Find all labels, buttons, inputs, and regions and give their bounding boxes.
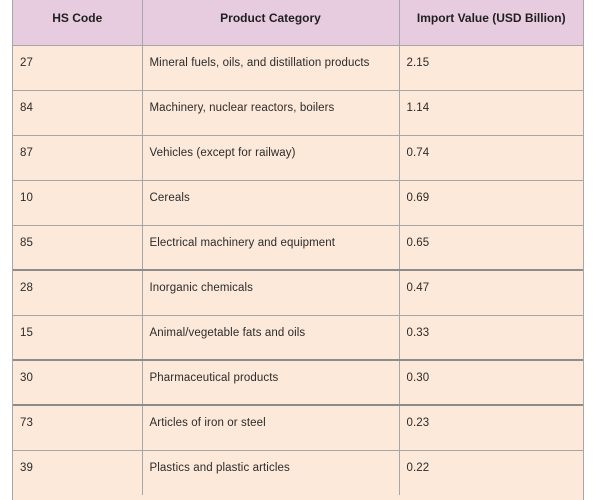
import-value-cell: 0.23 bbox=[399, 405, 583, 451]
header-import-value: Import Value (USD Billion) bbox=[399, 0, 583, 46]
table-row: 28 Inorganic chemicals 0.47 bbox=[13, 270, 583, 316]
table-row: 10 Cereals 0.69 bbox=[13, 180, 583, 226]
header-product-category: Product Category bbox=[142, 0, 400, 46]
table-body: 27 Mineral fuels, oils, and distillation … bbox=[13, 45, 583, 495]
table-row: 30 Pharmaceutical products 0.30 bbox=[13, 360, 583, 406]
product-category-cell: Animal/vegetable fats and oils bbox=[142, 315, 400, 361]
import-value-cell: 0.69 bbox=[399, 180, 583, 226]
product-category-cell: Vehicles (except for railway) bbox=[142, 135, 400, 181]
table-row: 27 Mineral fuels, oils, and distillation … bbox=[13, 45, 583, 91]
hs-code-cell: 30 bbox=[13, 360, 143, 406]
header-row: HS Code Product Category Import Value (U… bbox=[13, 0, 583, 46]
import-value-cell: 2.15 bbox=[399, 45, 583, 91]
hs-code-cell: 84 bbox=[13, 90, 143, 136]
header-hs-code: HS Code bbox=[13, 0, 143, 46]
product-category-cell: Cereals bbox=[142, 180, 400, 226]
import-table: HS Code Product Category Import Value (U… bbox=[13, 0, 583, 495]
hs-code-cell: 15 bbox=[13, 315, 143, 361]
table-row: 73 Articles of iron or steel 0.23 bbox=[13, 405, 583, 451]
product-category-cell: Pharmaceutical products bbox=[142, 360, 400, 406]
import-value-cell: 0.22 bbox=[406, 461, 430, 474]
product-category-cell: Articles of iron or steel bbox=[142, 405, 400, 451]
table-row: 87 Vehicles (except for railway) 0.74 bbox=[13, 135, 583, 181]
hs-code-cell: 87 bbox=[13, 135, 143, 181]
hs-code-cell: 39 bbox=[13, 450, 143, 495]
import-value-cell: 0.30 bbox=[399, 360, 583, 406]
hs-code-cell: 73 bbox=[13, 405, 143, 451]
hs-code-cell: 85 bbox=[13, 225, 143, 271]
product-category-cell: Machinery, nuclear reactors, boilers bbox=[142, 90, 400, 136]
import-value-cell: 0.74 bbox=[399, 135, 583, 181]
import-value-cell: 0.33 bbox=[399, 315, 583, 361]
table-row: 84 Machinery, nuclear reactors, boilers 1.… bbox=[13, 90, 583, 136]
import-value-cell: 0.47 bbox=[399, 270, 583, 316]
product-category-cell: Electrical machinery and equipment bbox=[142, 225, 400, 271]
hs-code-cell: 28 bbox=[13, 270, 143, 316]
product-category-cell: Inorganic chemicals bbox=[142, 270, 400, 316]
product-category-cell: Plastics and plastic articles bbox=[142, 450, 400, 495]
table-row: 85 Electrical machinery and equipment 0.65 bbox=[13, 225, 583, 271]
hs-code-cell: 10 bbox=[13, 180, 143, 226]
import-value-cell: 0.65 bbox=[399, 225, 583, 271]
hs-code-cell: 27 bbox=[13, 45, 143, 91]
table-header: HS Code Product Category Import Value (U… bbox=[13, 0, 583, 46]
table-row: 15 Animal/vegetable fats and oils 0.33 bbox=[13, 315, 583, 361]
import-value-cell: 1.14 bbox=[399, 90, 583, 136]
product-category-cell: Mineral fuels, oils, and distillation pr… bbox=[142, 45, 400, 91]
table-row: 39 Plastics and plastic articles 0.22 bbox=[13, 450, 583, 495]
import-table-container: HS Code Product Category Import Value (U… bbox=[12, 0, 584, 500]
